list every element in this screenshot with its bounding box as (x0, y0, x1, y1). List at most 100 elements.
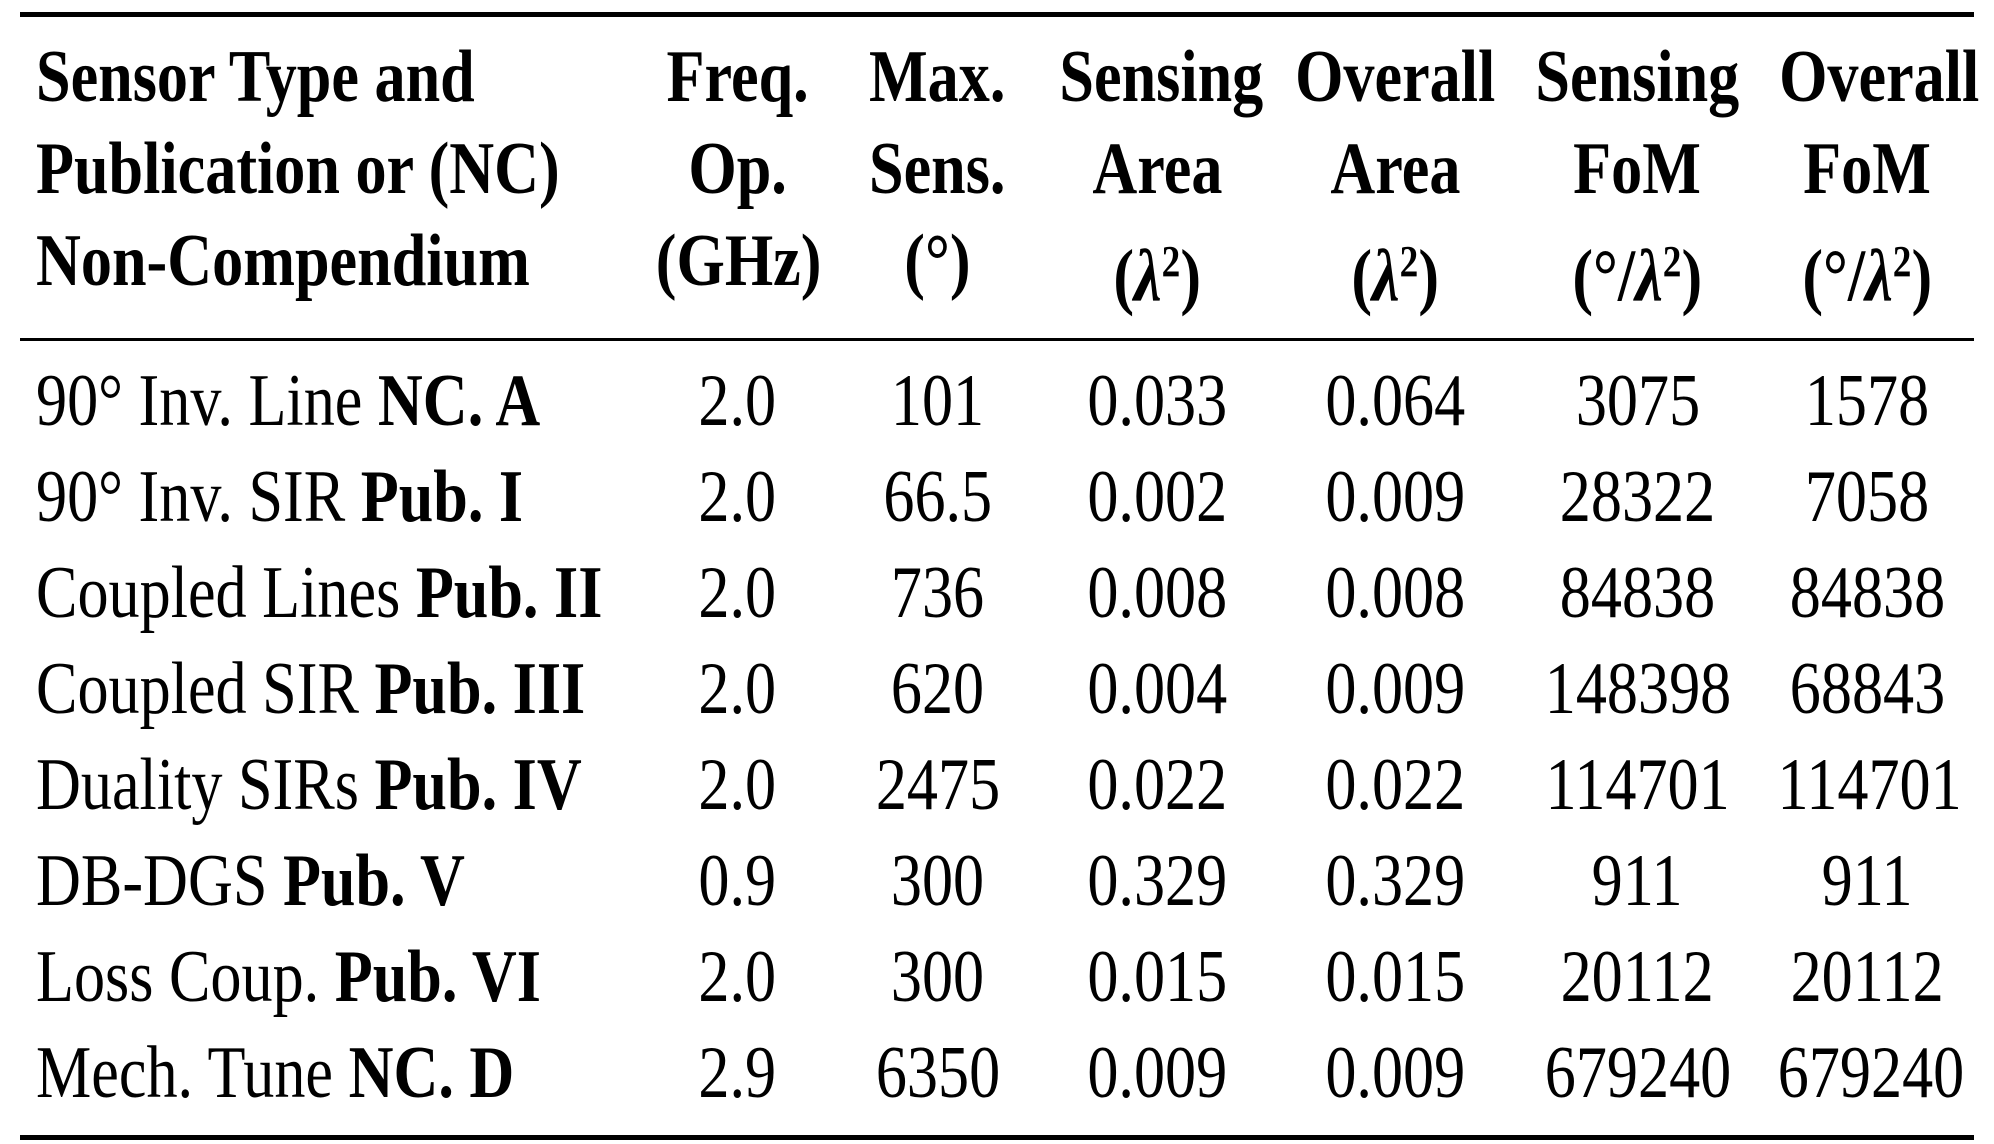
sensor-name: Coupled SIR (36, 648, 359, 731)
cell-overall-area: 0.009 (1325, 1032, 1465, 1115)
publication-label: Pub. IV (374, 744, 582, 827)
cell-overall-fom: 84838 (1789, 552, 1945, 635)
cell-sensing-fom: 28322 (1559, 456, 1716, 539)
publication-label: Pub. VI (334, 936, 541, 1019)
publication-label: Pub. II (415, 552, 603, 635)
header-unit: (°) (904, 220, 971, 302)
header-unit: (λ2) (1113, 235, 1202, 318)
header-line: Non-Compendium (36, 220, 530, 302)
publication-label: Pub. V (282, 840, 465, 923)
header-line: Max. (869, 36, 1006, 118)
sensor-name: Coupled Lines (36, 552, 401, 635)
header-unit: (°/λ2) (1802, 235, 1932, 318)
cell-overall-area: 0.009 (1325, 456, 1465, 539)
cell-sensing-fom: 3075 (1575, 360, 1700, 443)
column-header-overall-fom: Overall FoM (°/λ2) (1760, 14, 1979, 342)
cell-freq: 2.0 (698, 648, 777, 731)
cell-max-sens: 300 (890, 840, 985, 923)
table-row: Coupled SIR Pub. III 2.0 620 0.004 0.009… (20, 641, 1974, 737)
table-row: Coupled Lines Pub. II 2.0 736 0.008 0.00… (20, 545, 1974, 641)
cell-max-sens: 2475 (875, 744, 1000, 827)
sensor-name: Loss Coup. (36, 936, 320, 1019)
table-row: Mech. Tune NC. D 2.9 6350 0.009 0.009 67… (20, 1025, 1974, 1138)
cell-sensing-fom: 114701 (1545, 744, 1730, 827)
lambda-symbol: λ (1371, 235, 1400, 318)
column-header-sensing-fom: Sensing FoM (°/λ2) (1515, 14, 1760, 342)
header-line: Freq. (666, 36, 809, 118)
cell-sensing-area: 0.004 (1087, 648, 1228, 731)
cell-sensor-type: Mech. Tune NC. D (20, 1025, 640, 1138)
column-header-freq-op: Freq. Op. (GHz) (640, 14, 835, 342)
header-line: Area (1092, 128, 1223, 210)
header-line: Area (1329, 128, 1461, 210)
cell-sensing-area: 0.033 (1087, 360, 1228, 443)
lambda-symbol: λ (1134, 235, 1162, 318)
cell-overall-fom: 68843 (1789, 648, 1945, 731)
cell-sensing-area: 0.008 (1087, 552, 1228, 635)
cell-overall-fom: 1578 (1804, 360, 1930, 443)
cell-sensor-type: 90° Inv. SIR Pub. I (20, 449, 640, 545)
cell-sensing-fom: 148398 (1544, 648, 1731, 731)
column-header-sensor-type: Sensor Type and Publication or (NC) Non-… (20, 14, 640, 342)
table-row: DB-DGS Pub. V 0.9 300 0.329 0.329 911 91… (20, 833, 1974, 929)
column-header-max-sens: Max. Sens. (°) (835, 14, 1040, 342)
cell-overall-area: 0.064 (1325, 360, 1465, 443)
sensor-comparison-table: Sensor Type and Publication or (NC) Non-… (20, 12, 1979, 1141)
publication-label: Pub. III (374, 648, 586, 731)
cell-overall-area: 0.329 (1325, 840, 1465, 923)
header-unit: (GHz) (655, 220, 822, 302)
header-line: Sens. (869, 128, 1006, 210)
table-row: 90° Inv. SIR Pub. I 2.0 66.5 0.002 0.009… (20, 449, 1974, 545)
cell-freq: 2.0 (698, 744, 777, 827)
cell-max-sens: 6350 (875, 1032, 1000, 1115)
table-row: 90° Inv. Line NC. A 2.0 101 0.033 0.064 … (20, 340, 1974, 450)
cell-overall-fom: 114701 (1777, 744, 1962, 827)
cell-max-sens: 300 (890, 936, 985, 1019)
cell-overall-area: 0.022 (1325, 744, 1465, 827)
cell-sensing-fom: 679240 (1544, 1032, 1731, 1115)
header-line: Sensor Type and (36, 36, 475, 118)
sensor-name: 90° Inv. SIR (36, 456, 346, 539)
cell-sensing-fom: 911 (1592, 840, 1683, 923)
header-line: FoM (1803, 128, 1931, 210)
header-line: Overall (1779, 36, 1980, 118)
cell-overall-area: 0.009 (1325, 648, 1465, 731)
cell-freq: 2.0 (698, 936, 777, 1019)
header-unit: (λ2) (1351, 235, 1439, 318)
cell-sensing-area: 0.329 (1087, 840, 1228, 923)
header-line: Sensing (1059, 36, 1264, 118)
sensor-name: Duality SIRs (36, 744, 359, 827)
header-line: FoM (1573, 128, 1702, 210)
header-unit: (°/λ2) (1572, 235, 1703, 318)
cell-freq: 2.0 (698, 456, 777, 539)
lambda-symbol: λ (1635, 235, 1664, 318)
cell-overall-fom: 911 (1821, 840, 1913, 923)
header-line: Sensing (1535, 36, 1740, 118)
cell-sensing-area: 0.015 (1087, 936, 1228, 1019)
cell-overall-fom: 20112 (1790, 936, 1944, 1019)
superscript-two: 2 (1663, 236, 1682, 286)
header-line: Publication or (NC) (36, 128, 560, 210)
cell-max-sens: 736 (890, 552, 985, 635)
cell-sensor-type: Coupled SIR Pub. III (20, 641, 640, 737)
superscript-two: 2 (1161, 236, 1181, 286)
cell-max-sens: 66.5 (883, 456, 992, 539)
superscript-two: 2 (1399, 236, 1419, 286)
cell-sensing-fom: 20112 (1560, 936, 1715, 1019)
table-header: Sensor Type and Publication or (NC) Non-… (20, 14, 1979, 342)
cell-freq: 2.9 (698, 1032, 777, 1115)
table-row: Duality SIRs Pub. IV 2.0 2475 0.022 0.02… (20, 737, 1974, 833)
cell-overall-area: 0.008 (1325, 552, 1465, 635)
column-header-overall-area: Overall Area (λ2) (1275, 14, 1515, 342)
cell-overall-fom: 679240 (1777, 1032, 1965, 1115)
cell-freq: 2.0 (698, 360, 777, 443)
cell-sensing-fom: 84838 (1559, 552, 1716, 635)
header-line: Op. (688, 128, 787, 210)
column-header-sensing-area: Sensing Area (λ2) (1040, 14, 1275, 342)
cell-max-sens: 620 (890, 648, 985, 731)
header-row: Sensor Type and Publication or (NC) Non-… (20, 14, 1979, 342)
cell-sensor-type: Duality SIRs Pub. IV (20, 737, 640, 833)
cell-sensor-type: Coupled Lines Pub. II (20, 545, 640, 641)
cell-max-sens: 101 (890, 360, 985, 443)
cell-sensor-type: 90° Inv. Line NC. A (20, 340, 640, 450)
